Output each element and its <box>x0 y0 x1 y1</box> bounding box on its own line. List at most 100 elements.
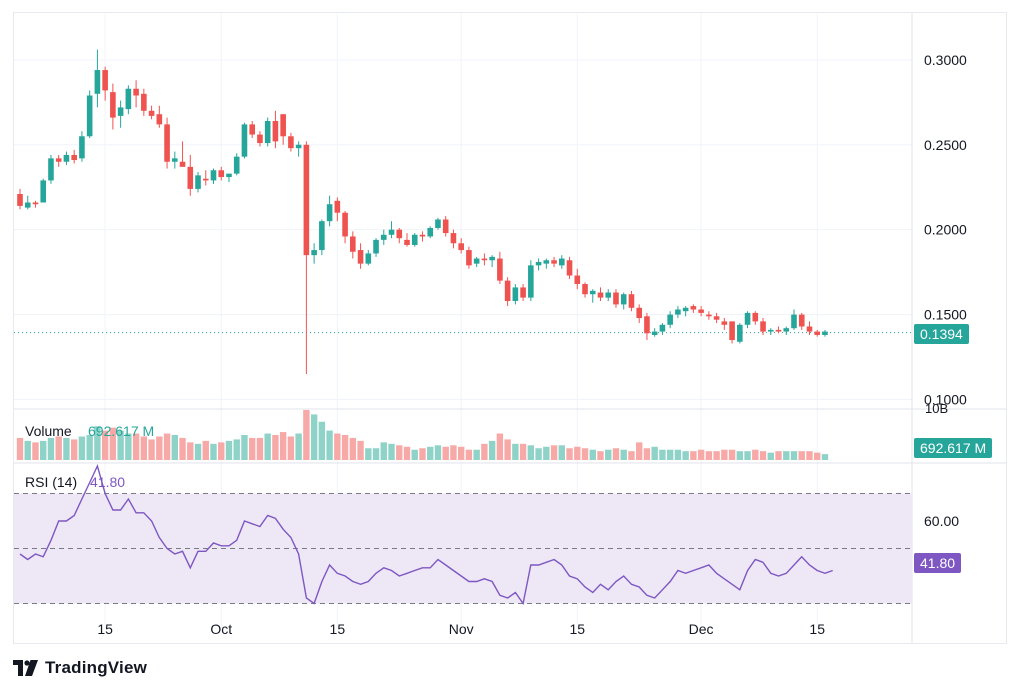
candle-body <box>566 260 573 276</box>
x-tick-label: Dec <box>689 621 714 637</box>
candle-body <box>396 229 403 239</box>
rsi-label: RSI (14) <box>25 474 78 490</box>
candle-body <box>32 202 39 205</box>
candle-body <box>605 292 612 298</box>
volume-bar <box>643 448 651 460</box>
volume-bar <box>341 435 349 460</box>
candle-body <box>690 306 697 310</box>
volume-bar <box>550 445 558 460</box>
candle-body <box>497 258 503 281</box>
candle-body <box>133 88 139 96</box>
volume-bar <box>728 449 736 460</box>
price-candles <box>17 49 828 375</box>
volume-bar <box>783 451 790 460</box>
volume-bar <box>357 440 364 460</box>
candle-body <box>264 120 271 144</box>
chart-frame <box>13 12 1007 644</box>
candle-body <box>210 170 217 181</box>
volume-bar <box>272 435 279 460</box>
candle-body <box>458 243 464 251</box>
volume-bar <box>349 437 357 460</box>
candle-body <box>442 219 449 234</box>
volume-axis-label: 10B <box>925 401 949 416</box>
candle-body <box>357 250 364 264</box>
candle-body <box>241 124 248 157</box>
volume-bars <box>16 410 829 460</box>
candle-body <box>249 124 255 135</box>
volume-bar <box>767 452 774 460</box>
volume-bar <box>78 436 86 460</box>
volume-bar <box>334 433 341 460</box>
candle-body <box>326 204 333 222</box>
candle-body <box>288 136 294 149</box>
candle-body <box>202 178 209 181</box>
volume-bar <box>465 449 473 460</box>
candle-body <box>791 314 797 329</box>
volume-bar <box>326 430 333 460</box>
candle-body <box>489 256 495 261</box>
candle-body <box>156 114 163 125</box>
x-tick-label: 15 <box>97 621 113 637</box>
candle-body <box>737 324 743 342</box>
candle-body <box>419 234 426 237</box>
volume-bar <box>210 443 217 460</box>
candle-body <box>675 309 681 315</box>
axes: 15 Oct 15 Nov 15 Dec 15 0.3000 0.2500 0.2000 0.150… <box>97 52 967 637</box>
candle-body <box>311 250 317 256</box>
volume-bar <box>70 439 78 460</box>
volume-bar <box>86 435 93 460</box>
volume-bar <box>380 442 387 460</box>
candle-body <box>40 180 47 203</box>
volume-bar <box>473 449 480 460</box>
brand-name: TradingView <box>45 658 148 677</box>
volume-bar <box>40 440 47 460</box>
volume-bar <box>372 448 380 460</box>
candle-body <box>71 154 77 161</box>
candle-body <box>644 316 650 334</box>
volume-bar <box>790 451 798 460</box>
candle-body <box>682 307 689 312</box>
candle-body <box>125 88 132 110</box>
volume-bar <box>411 449 418 460</box>
price-tick-label: 0.2000 <box>924 222 967 238</box>
volume-bar <box>109 427 117 460</box>
candle-body <box>148 110 155 116</box>
volume-bar <box>566 448 573 460</box>
candle-body <box>94 70 101 94</box>
tradingview-logo: TradingView <box>13 658 147 678</box>
volume-bar <box>651 446 658 460</box>
candle-body <box>744 312 751 325</box>
candle-body <box>63 154 70 162</box>
volume-bar <box>744 451 751 460</box>
volume-bar <box>365 448 372 460</box>
candle-body <box>303 144 310 256</box>
candle-body <box>512 287 519 302</box>
candle-body <box>466 250 472 266</box>
candle-body <box>226 173 232 178</box>
price-tick-label: 0.2500 <box>924 137 967 153</box>
volume-bar <box>63 437 70 460</box>
candle-body <box>450 233 457 244</box>
rsi-value-tag: 41.80 <box>914 553 962 573</box>
volume-bar <box>132 433 140 460</box>
candle-body <box>365 253 372 264</box>
candle-body <box>24 202 31 208</box>
tradingview-logo-icon <box>13 660 38 676</box>
volume-bar <box>140 436 148 460</box>
price-tick-label: 0.3000 <box>924 52 967 68</box>
candle-body <box>651 331 658 335</box>
volume-bar <box>543 446 550 460</box>
volume-bar <box>47 437 55 460</box>
candle-body <box>187 166 194 189</box>
volume-bar <box>295 433 302 460</box>
price-tick-label: 0.1000 <box>924 392 967 408</box>
candle-body <box>628 294 635 308</box>
candle-body <box>334 200 341 213</box>
candle-body <box>110 92 116 118</box>
candle-body <box>473 258 480 264</box>
candle-body <box>164 124 170 162</box>
candle-body <box>272 120 279 142</box>
candle-body <box>589 290 596 295</box>
candle-body <box>760 321 766 332</box>
